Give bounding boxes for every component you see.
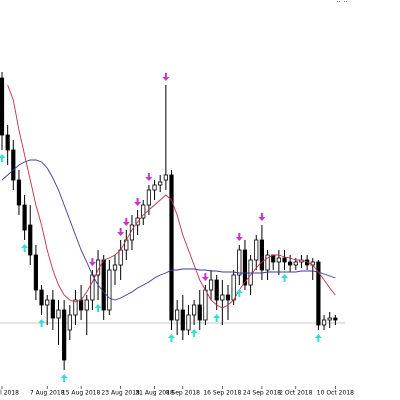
- candle-body: [73, 299, 78, 316]
- candle-body: [169, 174, 174, 321]
- moving-average: [7, 84, 336, 309]
- x-tick-label: 31 Aug 2018: [135, 390, 174, 397]
- candle-body: [84, 299, 89, 311]
- candle-body: [186, 314, 191, 331]
- sell-arrow: [162, 73, 170, 81]
- candle-body: [146, 189, 151, 206]
- x-tick-label: 16 Sep 2018: [203, 390, 241, 397]
- candle-body: [282, 257, 287, 263]
- candle-body: [220, 294, 225, 301]
- x-tick-label: 8 Sep 2018: [166, 390, 200, 397]
- candle-body: [107, 269, 112, 311]
- sell-arrow: [258, 213, 266, 221]
- candle-body: [28, 224, 33, 256]
- candle-body: [22, 204, 27, 231]
- buy-arrow: [168, 334, 175, 342]
- sell-arrow: [122, 218, 130, 226]
- x-tick-label: 24 Sep 2018: [243, 390, 281, 397]
- sell-arrow: [88, 258, 96, 266]
- candle-body: [39, 289, 44, 306]
- sell-arrow: [201, 273, 209, 281]
- candle-body: [67, 314, 72, 331]
- candle-body: [191, 304, 197, 316]
- candle-body: [288, 261, 293, 266]
- candle-body: [11, 149, 16, 181]
- candle-body: [214, 279, 219, 301]
- buy-arrow: [235, 289, 243, 297]
- candle-body: [45, 299, 50, 306]
- candle-body: [225, 294, 231, 301]
- candle-body: [79, 299, 84, 311]
- buy-arrow: [38, 319, 46, 327]
- buy-arrow: [0, 154, 6, 162]
- candle-body: [208, 279, 214, 291]
- candle-body: [62, 309, 67, 361]
- buy-arrow: [190, 329, 198, 337]
- candle-body: [112, 264, 118, 271]
- candle-body: [259, 239, 265, 271]
- candle-body: [316, 261, 321, 326]
- x-tick-label: 30 Jul 2018: [0, 390, 19, 397]
- buy-arrow: [314, 334, 322, 342]
- sell-arrow: [134, 198, 142, 206]
- candle-body: [248, 259, 253, 286]
- candle-body: [276, 257, 281, 263]
- buy-arrow: [281, 274, 288, 282]
- x-tick-label: 15 Aug 2018: [62, 390, 101, 397]
- sell-arrow: [145, 173, 153, 181]
- candle-body: [0, 77, 5, 136]
- candle-body: [231, 274, 236, 301]
- moving-average: [1, 159, 336, 301]
- candle-body: [265, 254, 270, 271]
- x-tick-label: 23 Aug 2018: [101, 390, 140, 397]
- buy-arrow: [94, 304, 102, 312]
- buy-arrow: [21, 244, 29, 252]
- candle-body: [321, 319, 327, 326]
- candle-body: [203, 289, 208, 321]
- candle-body: [333, 317, 338, 321]
- candle-body: [163, 174, 168, 181]
- candle-body: [327, 317, 332, 321]
- candle-body: [5, 134, 10, 151]
- candle-body: [158, 181, 163, 186]
- buy-arrow: [213, 314, 221, 322]
- buy-arrow: [60, 374, 68, 382]
- candle-body: [101, 259, 106, 311]
- candle-body: [118, 249, 123, 266]
- candle-body: [254, 239, 259, 261]
- candle-body: [33, 254, 39, 291]
- candle-body: [141, 204, 146, 219]
- candle-body: [293, 261, 298, 266]
- x-tick-label: 2 Oct 2018: [279, 390, 312, 397]
- candle-body: [197, 304, 202, 321]
- sell-arrow: [117, 228, 125, 236]
- candle-body: [56, 309, 61, 319]
- candle-body: [242, 249, 248, 286]
- candle-body: [175, 309, 180, 321]
- candle-body: [180, 309, 185, 331]
- candle-body: [237, 249, 242, 276]
- candle-body: [152, 184, 157, 191]
- candle-body: [50, 299, 55, 319]
- x-tick-label: 10 Oct 2018: [317, 390, 354, 397]
- x-tick-label: 7 Aug 2018: [30, 390, 65, 397]
- sell-arrow: [235, 233, 243, 241]
- candle-body: [16, 179, 22, 206]
